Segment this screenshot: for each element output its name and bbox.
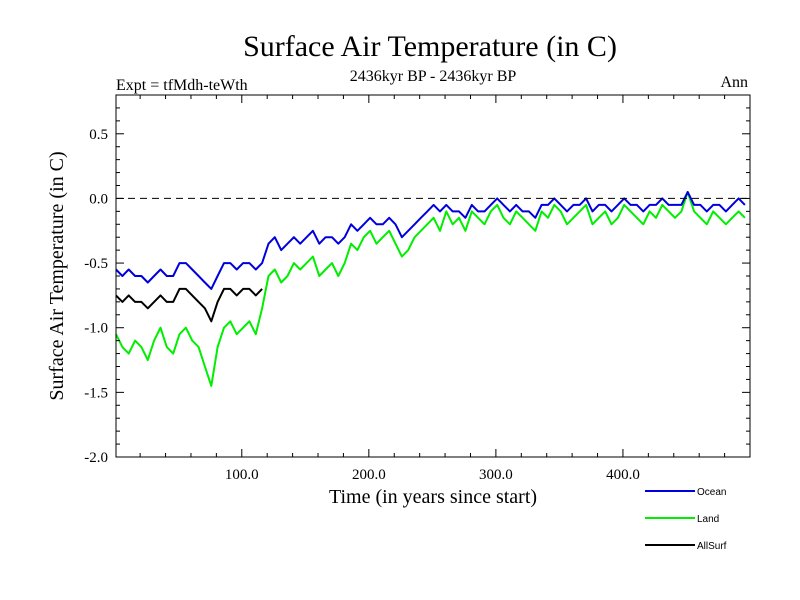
y-tick-label: -1.0 bbox=[84, 321, 108, 337]
x-axis: 100.0 200.0 300.0 400.0 bbox=[139, 95, 726, 483]
y-tick-label: 0.5 bbox=[89, 127, 108, 143]
y-tick-label: -2.0 bbox=[84, 450, 108, 466]
legend-label-ocean: Ocean bbox=[697, 487, 726, 498]
x-tick-label: 200.0 bbox=[352, 467, 386, 483]
plot-frame bbox=[115, 94, 751, 458]
series-line-land bbox=[115, 191, 746, 387]
season-label: Ann bbox=[720, 74, 748, 91]
legend-label-land: Land bbox=[697, 514, 719, 525]
series-layer bbox=[115, 191, 746, 387]
y-tick-label: -0.5 bbox=[84, 256, 108, 272]
x-tick-label: 400.0 bbox=[606, 467, 640, 483]
x-axis-label: Time (in years since start) bbox=[329, 486, 537, 508]
period-label: 2436kyr BP - 2436kyr BP bbox=[350, 68, 517, 85]
chart-title: Surface Air Temperature (in C) bbox=[243, 30, 617, 63]
series-line-allsurf bbox=[115, 287, 263, 323]
experiment-label: Expt = tfMdh-teWth bbox=[116, 77, 248, 94]
x-tick-label: 300.0 bbox=[479, 467, 513, 483]
y-axis-label: Surface Air Temperature (in C) bbox=[46, 151, 68, 400]
series-line-ocean bbox=[115, 191, 746, 290]
y-tick-label: -1.5 bbox=[84, 385, 108, 401]
legend: Ocean Land AllSurf bbox=[645, 487, 727, 552]
x-tick-label: 100.0 bbox=[225, 467, 259, 483]
legend-label-allsurf: AllSurf bbox=[697, 541, 727, 552]
y-axis: -2.0 -1.5 -1.0 -0.5 0.0 0.5 bbox=[84, 107, 750, 466]
plot-area: 100.0 200.0 300.0 400.0 -2.0 -1.5 -1.0 -0.5 0.0… bbox=[84, 94, 751, 483]
y-tick-label: 0.0 bbox=[89, 191, 108, 207]
